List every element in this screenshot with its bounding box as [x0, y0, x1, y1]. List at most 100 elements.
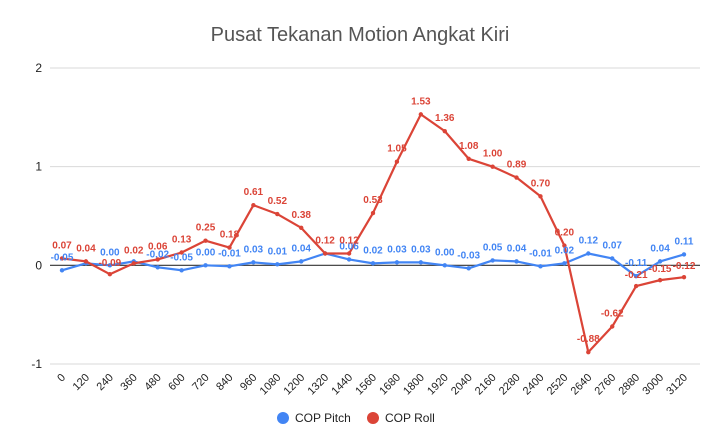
data-point[interactable] [346, 257, 352, 262]
data-label: 0.12 [579, 235, 599, 246]
x-tick-label: 1920 [425, 372, 451, 398]
x-tick-label: 1560 [353, 372, 379, 398]
data-point[interactable] [155, 265, 160, 270]
series-layer [59, 112, 687, 355]
data-label: 0.03 [411, 244, 431, 255]
x-tick-label: 1440 [329, 372, 355, 398]
data-label: 0.03 [244, 244, 264, 255]
data-point[interactable] [466, 266, 471, 271]
data-label: 1.53 [411, 96, 431, 107]
legend-item[interactable]: COP Roll [367, 411, 435, 425]
data-point[interactable] [418, 260, 424, 265]
x-tick-label: 1200 [282, 372, 308, 398]
data-point[interactable] [179, 250, 184, 255]
data-label: 1.00 [483, 149, 503, 160]
data-point[interactable] [586, 251, 591, 256]
data-labels: -0.05 0.00 -0.02 -0.05 0.00 -0.01 0.03 0.01 0.04… [51, 96, 696, 345]
x-tick-label: 120 [71, 372, 92, 393]
data-label: -0.11 [625, 258, 648, 269]
data-point[interactable] [490, 258, 495, 263]
data-point[interactable] [538, 194, 543, 199]
data-label: 1.05 [387, 144, 407, 155]
data-point[interactable] [155, 257, 160, 262]
data-point[interactable] [442, 128, 447, 134]
data-point[interactable] [562, 261, 567, 266]
data-point[interactable] [107, 272, 113, 277]
data-label: 0.25 [196, 223, 216, 234]
x-tick-label: 2520 [545, 372, 571, 398]
data-label: -0.12 [673, 261, 696, 272]
data-label: 0.11 [675, 236, 694, 247]
data-point[interactable] [610, 324, 615, 329]
data-label: 0.03 [387, 244, 407, 255]
x-tick-label: 2160 [473, 372, 499, 398]
data-label: 0.02 [363, 245, 383, 256]
data-point[interactable] [514, 175, 519, 180]
data-point[interactable] [107, 263, 113, 268]
data-point[interactable] [59, 268, 65, 273]
x-tick-label: 360 [118, 372, 139, 393]
data-label: 0.13 [172, 235, 192, 246]
data-label: -0.88 [577, 334, 600, 345]
data-point[interactable] [370, 261, 376, 266]
data-point[interactable] [394, 159, 400, 164]
legend-item[interactable]: COP Pitch [277, 411, 351, 425]
data-label: -0.05 [170, 252, 193, 263]
data-label: 0.06 [148, 241, 168, 252]
x-tick-label: 1080 [258, 372, 284, 398]
data-point[interactable] [251, 260, 256, 265]
data-point[interactable] [633, 283, 639, 289]
series-line-cop-roll [60, 113, 686, 354]
data-label: 0.04 [507, 243, 527, 254]
data-point[interactable] [203, 238, 208, 243]
data-point[interactable] [657, 259, 663, 264]
data-point[interactable] [59, 256, 65, 261]
data-point[interactable] [275, 211, 280, 217]
data-point[interactable] [466, 156, 471, 161]
data-point[interactable] [322, 251, 328, 256]
data-label: 0.53 [363, 195, 383, 206]
data-point[interactable] [442, 263, 447, 268]
data-point[interactable] [514, 259, 519, 264]
data-point[interactable] [83, 259, 89, 264]
data-point[interactable] [299, 259, 304, 264]
data-point[interactable] [538, 264, 543, 269]
data-point[interactable] [179, 268, 184, 273]
data-point[interactable] [490, 164, 495, 169]
data-point[interactable] [275, 262, 280, 267]
data-point[interactable] [394, 260, 400, 265]
data-point[interactable] [227, 264, 232, 269]
grid [50, 67, 700, 365]
x-tick-label: 2280 [497, 372, 523, 398]
data-label: 0.02 [555, 245, 575, 256]
data-label: 0.07 [602, 240, 622, 251]
data-point[interactable] [681, 274, 687, 280]
data-point[interactable] [633, 273, 639, 279]
data-label: 1.36 [435, 113, 455, 124]
data-label: 0.00 [100, 247, 120, 258]
data-point[interactable] [227, 245, 232, 250]
data-point[interactable] [681, 252, 687, 257]
data-label: 0.18 [220, 230, 240, 241]
x-tick-label: 960 [238, 372, 259, 393]
data-label: 0.04 [76, 243, 96, 254]
data-label: -0.01 [218, 248, 241, 259]
data-point[interactable] [346, 251, 352, 256]
data-point[interactable] [562, 243, 567, 248]
chart-title: Pusat Tekanan Motion Angkat Kiri [211, 24, 510, 46]
data-point[interactable] [610, 256, 615, 261]
data-point[interactable] [203, 263, 208, 268]
legend[interactable]: COP Pitch COP Roll [277, 411, 435, 425]
data-label: 0.12 [339, 235, 359, 246]
data-point[interactable] [370, 210, 376, 216]
legend-label: COP Roll [385, 411, 435, 425]
data-point[interactable] [131, 261, 136, 266]
data-point[interactable] [418, 112, 424, 117]
data-point[interactable] [251, 202, 256, 208]
data-point[interactable] [657, 277, 663, 283]
data-label: -0.05 [51, 252, 74, 263]
data-point[interactable] [586, 349, 591, 355]
data-point[interactable] [299, 225, 304, 231]
x-tick-label: 480 [142, 372, 163, 393]
